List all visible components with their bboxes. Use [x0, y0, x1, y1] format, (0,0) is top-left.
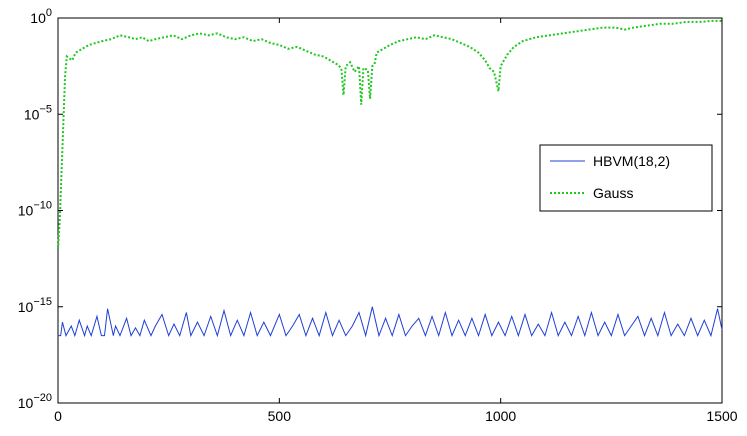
y-tick-label: 10−15	[18, 296, 52, 315]
y-axis: 100 10−5 10−10 10−15 10−20	[18, 7, 722, 411]
series-layer	[57, 19, 723, 338]
y-tick-label: 10−10	[18, 200, 52, 219]
series-line-gauss	[57, 19, 722, 250]
x-axis: 0 500 1000 1500	[54, 18, 738, 424]
y-tick-label: 100	[30, 7, 52, 26]
x-tick-label: 1000	[485, 408, 516, 424]
x-tick-label: 500	[268, 408, 292, 424]
x-tick-label: 1500	[706, 408, 737, 424]
x-tick-label: 0	[54, 408, 62, 424]
legend-label-hbvm: HBVM(18,2)	[593, 153, 670, 169]
legend: HBVM(18,2) Gauss	[539, 144, 713, 212]
series-line-hbvm-18-2	[58, 306, 723, 338]
legend-label-gauss: Gauss	[593, 185, 633, 201]
y-tick-label: 10−5	[24, 103, 52, 122]
y-tick-label: 10−20	[18, 392, 52, 411]
legend-box	[539, 144, 713, 212]
